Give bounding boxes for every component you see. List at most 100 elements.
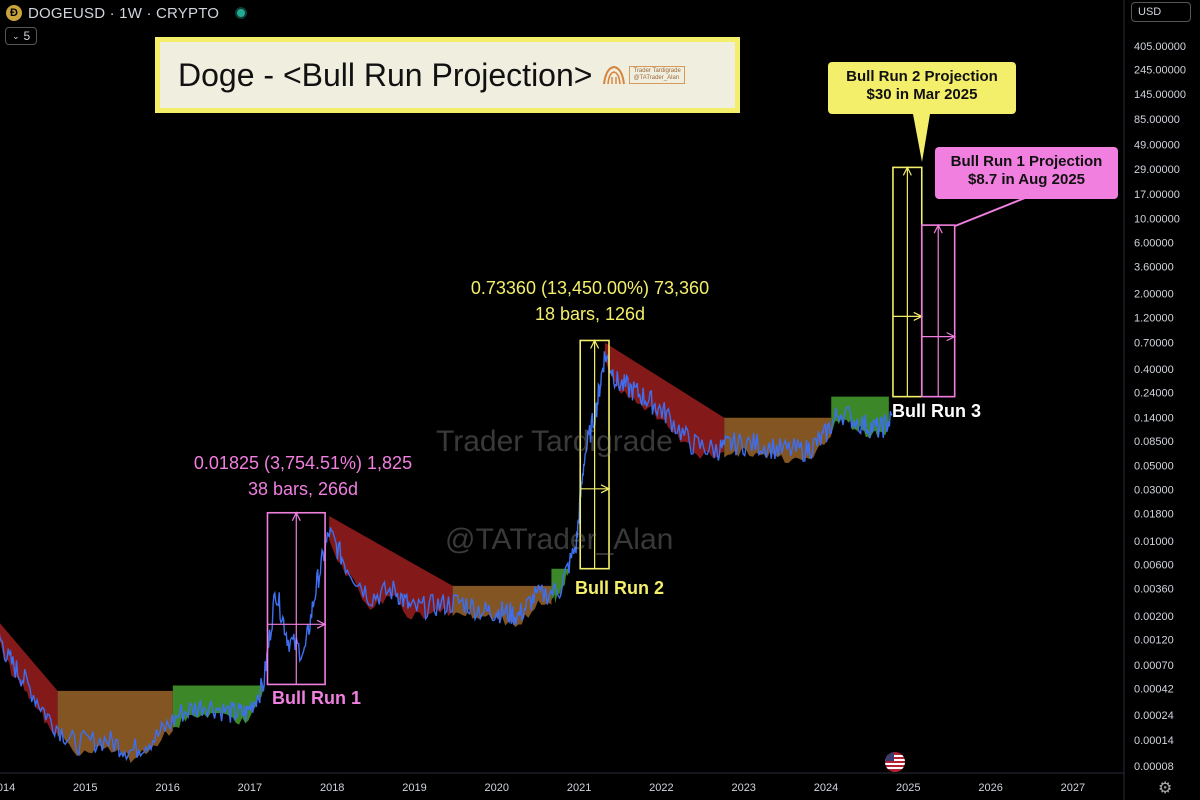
- x-tick-label: 2021: [567, 782, 591, 794]
- projection-arrowtip-run1_projection: [946, 332, 957, 342]
- y-tick-label: 0.03000: [1134, 485, 1174, 497]
- y-tick-label: 0.01000: [1134, 536, 1174, 548]
- x-tick-label: 2027: [1061, 782, 1085, 794]
- y-tick-label: 1.20000: [1134, 313, 1174, 325]
- market-status-icon: [235, 7, 248, 19]
- run1-callout-line-2: $8.7 in Aug 2025: [968, 171, 1085, 188]
- x-tick-label: 2026: [978, 782, 1002, 794]
- run2-callout-line-2: $30 in Mar 2025: [866, 86, 978, 103]
- run1-measure-line-2: 38 bars, 266d: [247, 479, 359, 499]
- tardigrade-logo-icon: [603, 65, 626, 85]
- run2-measure-line-1: 0.73360 (13,450.00%) 73,360: [470, 278, 710, 298]
- chevron-down-icon: ⌄: [12, 30, 20, 41]
- x-tick-label: 2020: [485, 782, 509, 794]
- x-tick-label: 2022: [649, 782, 673, 794]
- currency-selector[interactable]: USD: [1131, 2, 1191, 22]
- zone-bull_prep-8: [831, 396, 889, 439]
- x-tick-label: 2025: [896, 782, 920, 794]
- zone-bear-6: [604, 342, 725, 459]
- y-tick-label: 0.14000: [1134, 413, 1174, 425]
- y-tick-label: 0.00014: [1134, 735, 1174, 747]
- run2-callout-line-1: Bull Run 2 Projection: [846, 68, 998, 85]
- zone-accumulation-7: [724, 417, 832, 464]
- y-tick-label: 0.00070: [1134, 660, 1174, 672]
- us-flag-stripes: [885, 752, 905, 769]
- zone-bull_prep-5: [551, 568, 581, 604]
- projection-arrowhead-run2: [590, 339, 600, 349]
- indicator-count: 5: [23, 29, 31, 43]
- projection-arrowhead-run1_projection: [933, 223, 943, 234]
- logo-tag-line-2: @TATrader_Alan: [633, 75, 680, 81]
- logo-tag-line-1: Trader Tardigrade: [633, 68, 681, 74]
- symbol-line[interactable]: DOGEUSD · 1W · CRYPTO: [28, 4, 220, 22]
- y-tick-label: 0.00024: [1134, 710, 1174, 722]
- projection-arrowtip-run2: [600, 484, 611, 494]
- y-tick-label: 0.00360: [1134, 583, 1174, 595]
- currency-label: USD: [1138, 6, 1162, 18]
- title-inner: Doge - <Bull Run Projection> Trader Tard…: [160, 42, 735, 108]
- y-tick-label: 145.00000: [1134, 89, 1186, 101]
- y-tick-label: 405.00000: [1134, 41, 1186, 53]
- x-tick-label: 2014: [0, 782, 15, 794]
- y-tick-label: 29.00000: [1134, 164, 1180, 176]
- price-series-line: [0, 351, 893, 762]
- y-tick-label: 0.00008: [1134, 761, 1174, 773]
- y-tick-label: 85.00000: [1134, 114, 1180, 126]
- doge-coin-icon: Ð: [6, 5, 22, 21]
- x-tick-label: 2024: [814, 782, 838, 794]
- x-tick-label: 2017: [238, 782, 262, 794]
- y-tick-label: 0.00200: [1134, 611, 1174, 623]
- y-tick-label: 0.00120: [1134, 635, 1174, 647]
- indicator-count-badge[interactable]: ⌄ 5: [5, 27, 38, 45]
- zone-bear-3: [329, 516, 453, 620]
- x-tick-label: 2016: [155, 782, 179, 794]
- run1-measure-label: 0.01825 (3,754.51%) 1,825 38 bars, 266d: [178, 450, 428, 502]
- title-banner: Doge - <Bull Run Projection> Trader Tard…: [155, 37, 740, 113]
- watermark-name: Trader Tardigrade: [436, 425, 673, 458]
- y-tick-label: 0.05000: [1134, 461, 1174, 473]
- projection-arrowtip-run1: [316, 619, 327, 629]
- y-tick-label: 17.00000: [1134, 189, 1180, 201]
- projection-arrowhead-run2_projection: [902, 166, 912, 176]
- projection-layer: [266, 114, 1031, 686]
- bull-run-1-label: Bull Run 1: [272, 688, 361, 708]
- run1-measure-line-1: 0.01825 (3,754.51%) 1,825: [193, 453, 413, 473]
- run1-projection-callout: Bull Run 1 Projection $8.7 in Aug 2025: [935, 147, 1118, 199]
- x-tick-label: 2019: [402, 782, 426, 794]
- bull-run-3-label: Bull Run 3: [892, 401, 981, 421]
- y-tick-label: 3.60000: [1134, 261, 1174, 273]
- us-flag-event-icon[interactable]: [885, 752, 905, 772]
- x-tick-label: 2018: [320, 782, 344, 794]
- x-tick-label: 2023: [731, 782, 755, 794]
- y-tick-label: 2.00000: [1134, 289, 1174, 301]
- zone-bear-0: [0, 623, 58, 735]
- run2-measure-label: 0.73360 (13,450.00%) 73,360 18 bars, 126…: [455, 275, 725, 327]
- y-tick-label: 0.00600: [1134, 560, 1174, 572]
- bull-run-2-label: Bull Run 2: [575, 578, 664, 598]
- chart-title: Doge - <Bull Run Projection>: [178, 56, 593, 93]
- x-tick-label: 2015: [73, 782, 97, 794]
- y-tick-label: 0.24000: [1134, 388, 1174, 400]
- zone-accumulation-1: [57, 690, 173, 764]
- run1-callout-line-1: Bull Run 1 Projection: [950, 153, 1103, 170]
- logo-tag: Trader Tardigrade @TATrader_Alan: [629, 66, 685, 84]
- projection-arrowhead-run1: [291, 511, 301, 522]
- y-tick-label: 245.00000: [1134, 64, 1186, 76]
- watermark-handle: @TATrader_Alan: [445, 523, 674, 556]
- y-tick-label: 0.08500: [1134, 436, 1174, 448]
- y-tick-label: 0.70000: [1134, 338, 1174, 350]
- run2-callout-pointer: [913, 114, 930, 162]
- y-tick-label: 49.00000: [1134, 140, 1180, 152]
- price-layer: [0, 351, 893, 762]
- symbol-header[interactable]: Ð DOGEUSD · 1W · CRYPTO: [0, 0, 248, 26]
- y-tick-label: 0.00042: [1134, 684, 1174, 696]
- y-tick-label: 10.00000: [1134, 214, 1180, 226]
- run2-projection-callout: Bull Run 2 Projection $30 in Mar 2025: [828, 62, 1016, 114]
- run2-measure-line-2: 18 bars, 126d: [534, 304, 646, 324]
- y-tick-label: 0.01800: [1134, 508, 1174, 520]
- y-tick-label: 6.00000: [1134, 237, 1174, 249]
- run1-callout-pointer: [954, 195, 1031, 227]
- settings-gear-icon[interactable]: ⚙: [1158, 780, 1173, 797]
